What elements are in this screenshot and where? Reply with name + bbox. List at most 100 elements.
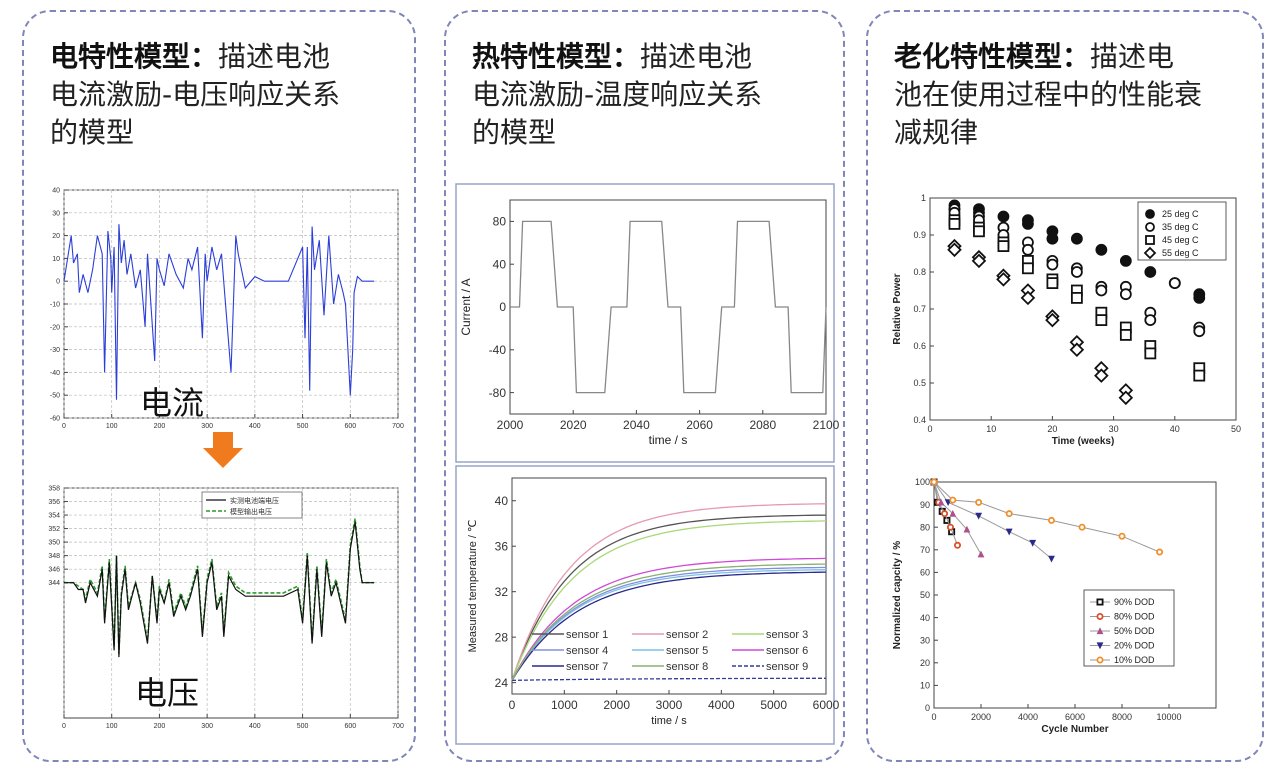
y-tick-label: -40 bbox=[489, 343, 507, 357]
x-tick-label: 4000 bbox=[708, 698, 735, 712]
x-tick-label: 10000 bbox=[1156, 712, 1181, 722]
data-point bbox=[975, 512, 983, 520]
x-axis-label: Time (weeks) bbox=[1052, 436, 1115, 447]
y-tick-label: 0.7 bbox=[913, 304, 926, 314]
legend-label: 实测电池端电压 bbox=[230, 496, 279, 505]
legend-marker bbox=[1096, 627, 1104, 635]
x-tick-label: 100 bbox=[106, 423, 118, 430]
current-label: 电流 bbox=[140, 385, 204, 421]
y-tick-label: 24 bbox=[495, 676, 509, 690]
y-tick-label: 0 bbox=[499, 300, 506, 314]
y-tick-label: 70 bbox=[920, 545, 930, 555]
legend-label: 90% DOD bbox=[1114, 597, 1155, 607]
legend-marker bbox=[1145, 235, 1155, 245]
x-tick-label: 400 bbox=[249, 423, 261, 430]
y-tick-label: 1 bbox=[921, 193, 926, 203]
y-tick-label: 0 bbox=[925, 703, 930, 713]
x-axis-label: time / s bbox=[651, 715, 687, 727]
y-axis-label: Normalized capcity / % bbox=[892, 541, 903, 649]
data-point bbox=[997, 240, 1010, 252]
x-tick-label: 200 bbox=[154, 423, 166, 430]
y-tick-label: 60 bbox=[920, 568, 930, 578]
x-tick-label: 8000 bbox=[1112, 712, 1132, 722]
x-tick-label: 2060 bbox=[686, 418, 713, 432]
aging-model-title: 老化特性模型： bbox=[894, 40, 1091, 73]
y-tick-label: 344 bbox=[48, 580, 60, 587]
legend-marker bbox=[1145, 222, 1155, 232]
data-point bbox=[1193, 369, 1206, 382]
electrical-model-heading: 电特性模型：描述电池 电流激励-电压响应关系 的模型 bbox=[50, 38, 400, 152]
x-tick-label: 2020 bbox=[560, 418, 587, 432]
y-tick-label: 354 bbox=[48, 513, 60, 520]
data-point bbox=[1046, 277, 1059, 289]
legend-label: 55 deg C bbox=[1162, 248, 1199, 258]
data-point bbox=[1193, 292, 1206, 304]
x-tick-label: 600 bbox=[344, 723, 356, 730]
data-point bbox=[1118, 390, 1134, 406]
y-tick-label: 28 bbox=[495, 630, 509, 644]
data-point bbox=[1069, 342, 1085, 357]
aging-model-desc-3: 减规律 bbox=[894, 116, 979, 149]
legend-marker bbox=[1096, 612, 1104, 620]
x-tick-label: 2000 bbox=[603, 698, 630, 712]
data-point bbox=[1046, 258, 1059, 271]
data-point bbox=[937, 498, 945, 506]
capacity-chart: 0 2000 4000 6000 8000 10000 0 10 20 30 40 50 60 70 80 9… bbox=[892, 477, 1217, 735]
voltage-chart: 0 100 200 300 400 500 600 700 358 356 354 352 350 348… bbox=[48, 485, 404, 730]
y-tick-label: 352 bbox=[48, 526, 60, 533]
x-tick-label: 6000 bbox=[813, 698, 840, 712]
data-point bbox=[1047, 516, 1055, 524]
temperature-line-8 bbox=[511, 563, 826, 681]
y-tick-label: 100 bbox=[915, 477, 930, 487]
y-tick-label: -20 bbox=[50, 324, 60, 331]
y-tick-label: -10 bbox=[50, 301, 60, 308]
y-axis-label: Measured temperature / ℃ bbox=[467, 520, 479, 653]
y-tick-label: 0 bbox=[56, 279, 60, 286]
x-tick-label: 0 bbox=[62, 723, 66, 730]
x-tick-label: 30 bbox=[1109, 424, 1119, 434]
x-tick-label: 2040 bbox=[623, 418, 650, 432]
legend-marker bbox=[1096, 642, 1104, 650]
data-point bbox=[949, 509, 957, 517]
thermal-current-chart: 2000 2020 2040 2060 2080 2100 80 40 0 -40 -80 time … bbox=[455, 183, 840, 463]
legend-label: sensor 9 bbox=[766, 661, 808, 673]
x-tick-label: 40 bbox=[1170, 424, 1180, 434]
y-tick-label: 80 bbox=[920, 522, 930, 532]
y-axis-label: Current / A bbox=[459, 278, 473, 335]
thermal-model-title: 热特性模型： bbox=[472, 40, 641, 73]
data-point bbox=[1045, 312, 1060, 328]
x-tick-label: 100 bbox=[106, 723, 118, 730]
x-tick-label: 300 bbox=[201, 723, 213, 730]
y-tick-label: 10 bbox=[920, 681, 930, 691]
y-tick-label: 50 bbox=[920, 590, 930, 600]
legend-label: sensor 5 bbox=[666, 645, 708, 657]
data-point bbox=[1029, 539, 1037, 547]
y-tick-label: 40 bbox=[52, 187, 60, 194]
aging-model-desc-2: 池在使用过程中的性能衰 bbox=[894, 78, 1203, 111]
x-axis-label: Cycle Number bbox=[1041, 724, 1108, 735]
x-tick-label: 500 bbox=[297, 423, 309, 430]
y-tick-label: 40 bbox=[495, 494, 509, 508]
temperature-line-2 bbox=[511, 503, 826, 681]
down-arrow-icon bbox=[203, 432, 243, 468]
y-tick-label: 0.8 bbox=[913, 267, 926, 277]
y-tick-label: 30 bbox=[920, 635, 930, 645]
y-tick-label: 32 bbox=[495, 585, 509, 599]
y-tick-label: -80 bbox=[489, 386, 507, 400]
thermal-temperature-chart: 0 1000 2000 3000 4000 5000 6000 24 28 32 36 40 time … bbox=[455, 465, 840, 745]
data-point bbox=[1078, 523, 1086, 531]
legend-marker bbox=[1145, 209, 1155, 219]
data-point bbox=[973, 225, 985, 238]
electrical-model-desc-1: 描述电池 bbox=[218, 40, 331, 73]
y-tick-label: -30 bbox=[50, 347, 60, 354]
x-tick-label: 400 bbox=[249, 723, 261, 730]
data-point bbox=[1070, 292, 1083, 304]
x-tick-label: 2100 bbox=[813, 418, 840, 432]
legend-label: 20% DOD bbox=[1114, 641, 1155, 651]
y-tick-label: 40 bbox=[920, 613, 930, 623]
y-tick-label: -50 bbox=[50, 393, 60, 400]
data-point bbox=[1156, 548, 1164, 556]
legend-label: sensor 1 bbox=[566, 629, 608, 641]
y-tick-label: 90 bbox=[920, 500, 930, 510]
legend-label: 45 deg C bbox=[1162, 235, 1199, 245]
